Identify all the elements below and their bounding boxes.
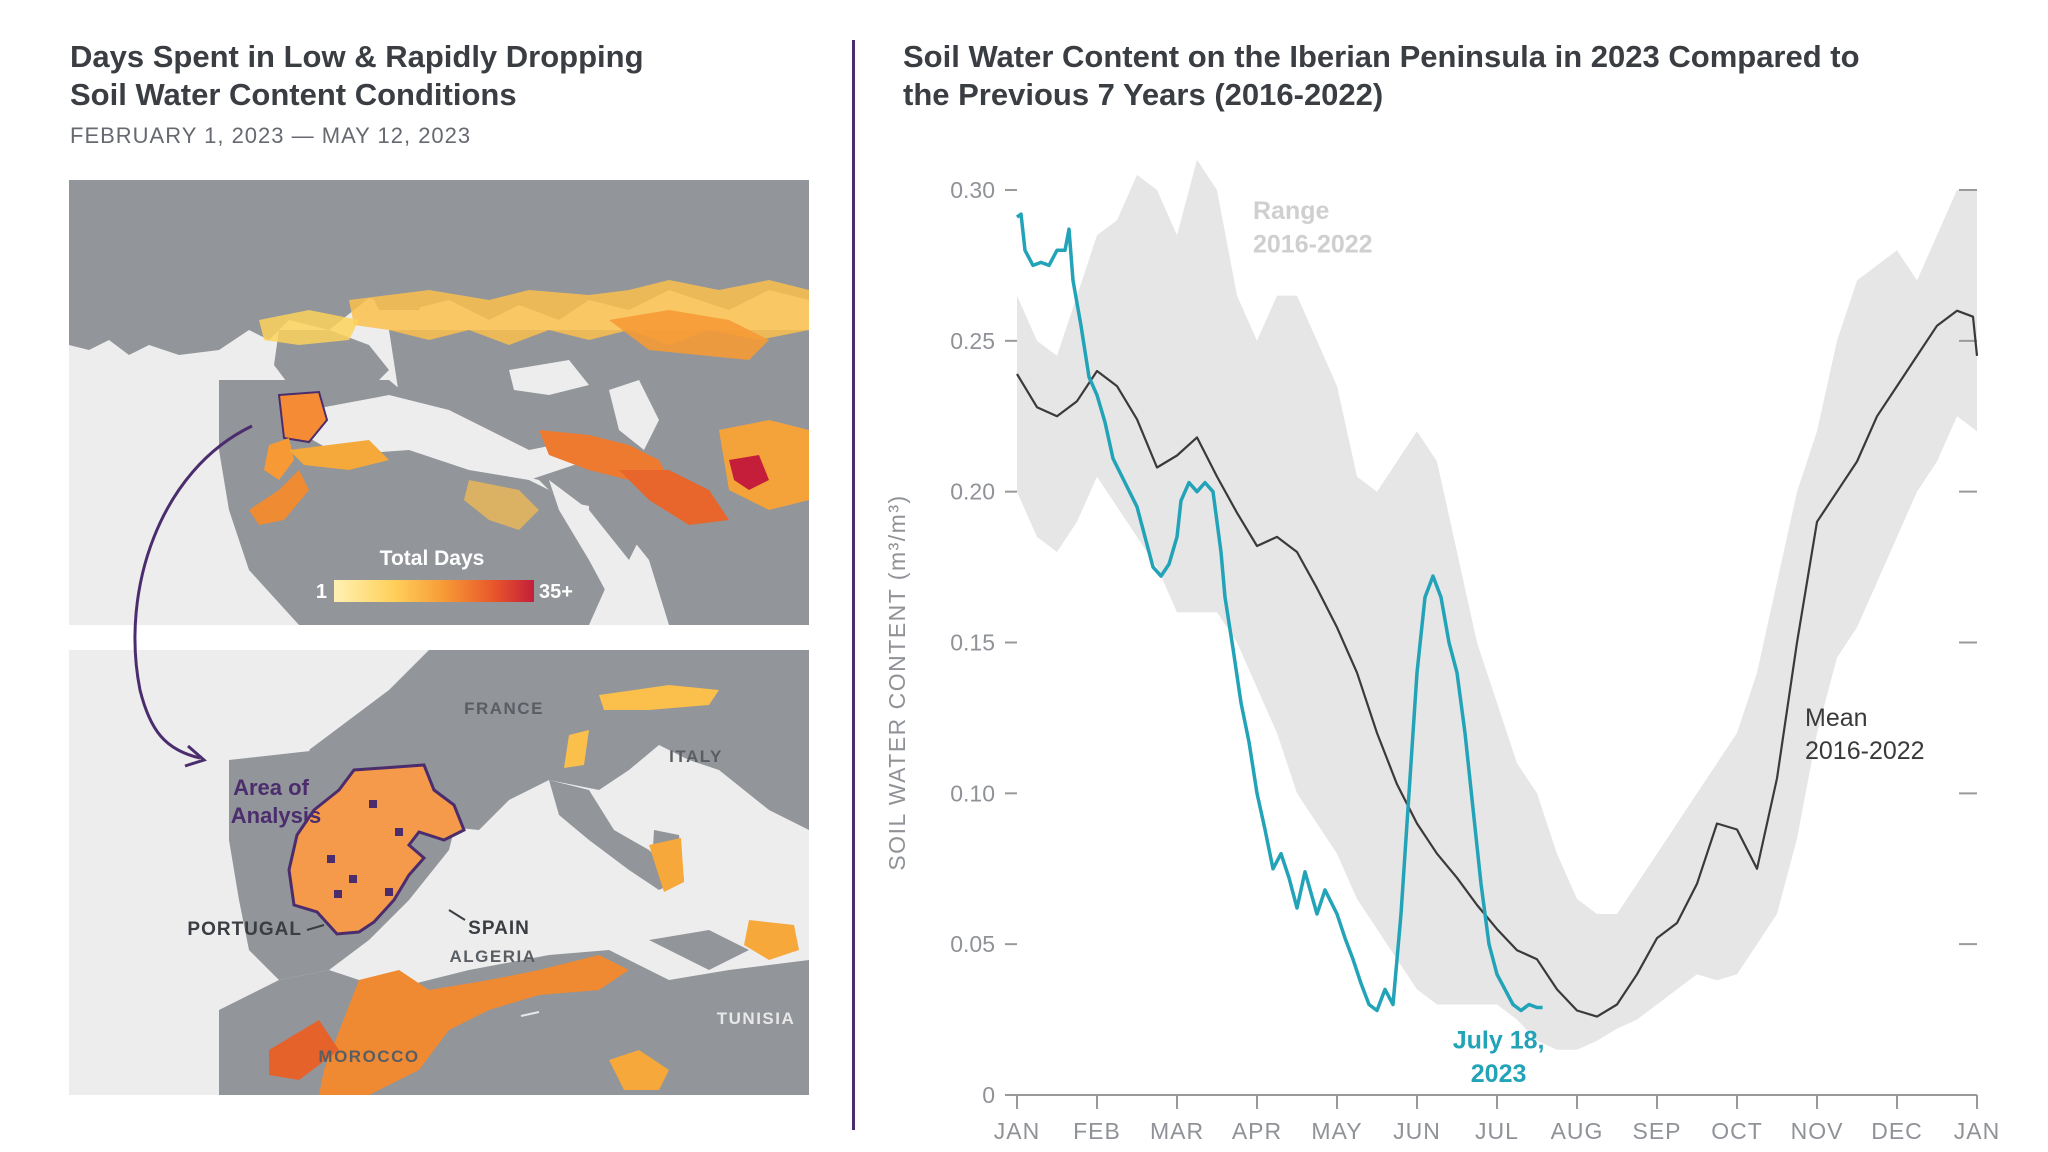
x-tick-label: OCT [1711, 1118, 1763, 1144]
zoom-map: FRANCE ITALY ALGERIA TUNISIA MOROCCO POR… [69, 650, 809, 1095]
x-tick-label: DEC [1871, 1118, 1923, 1144]
left-title: Days Spent in Low & Rapidly Dropping Soi… [70, 38, 644, 114]
range-band [1017, 159, 1977, 1050]
legend-title: Total Days [380, 547, 485, 570]
range-label-line1: Range [1253, 197, 1330, 225]
italy-label: ITALY [669, 747, 723, 766]
panel-divider [852, 40, 855, 1130]
soil-water-chart: 0 0.05 0.10 0.15 0.20 0.25 0.30 JAN FEB MAR APR MAY… [884, 159, 2000, 1144]
left-title-line1: Days Spent in Low & Rapidly Dropping [70, 39, 644, 74]
mean-label-line2: 2016-2022 [1805, 737, 1925, 765]
legend-gradient-bar [334, 580, 534, 602]
left-title-line2: Soil Water Content Conditions [70, 77, 517, 112]
legend-min-label: 1 [316, 581, 327, 603]
chart-axes: 0 0.05 0.10 0.15 0.20 0.25 0.30 JAN FEB MAR APR MAY… [884, 177, 2000, 1144]
y-tick-label: 0 [982, 1082, 995, 1108]
y-axis-label: SOIL WATER CONTENT (m³/m³) [884, 494, 910, 870]
chart-lines [1015, 212, 1979, 1018]
x-tick-label: NOV [1791, 1118, 1844, 1144]
area-label-line1: Area of [233, 775, 309, 800]
algeria-label: ALGERIA [450, 947, 537, 966]
y-tick-label: 0.30 [950, 177, 995, 203]
area-of-analysis-outline [287, 763, 466, 936]
zoom-map-drought-patches [269, 685, 799, 1095]
x-tick-label: AUG [1551, 1118, 1604, 1144]
x-tick-label: JUL [1475, 1118, 1519, 1144]
x-tick-label: SEP [1632, 1118, 1681, 1144]
range-band-layer [1017, 159, 1977, 1050]
y-tick-label: 0.25 [950, 328, 995, 354]
map-drought-patches [249, 280, 809, 530]
x-tick-label: MAR [1150, 1118, 1204, 1144]
y-tick-label: 0.15 [950, 630, 995, 656]
france-label: FRANCE [464, 699, 544, 718]
map-seas [304, 360, 659, 625]
y-tick-label: 0.05 [950, 931, 995, 957]
right-title-line2: the Previous 7 Years (2016-2022) [903, 77, 1384, 112]
right-title-line1: Soil Water Content on the Iberian Penins… [903, 39, 1860, 74]
y-tick-label: 0.10 [950, 780, 995, 806]
spain-label: SPAIN [468, 918, 530, 939]
x-tick-label: JAN [994, 1118, 1040, 1144]
left-subtitle: FEBRUARY 1, 2023 — MAY 12, 2023 [70, 123, 472, 148]
legend-max-label: 35+ [539, 581, 573, 603]
series-2023-end-label-line1: July 18, [1453, 1027, 1545, 1055]
x-tick-label: FEB [1073, 1118, 1121, 1144]
range-label-line2: 2016-2022 [1253, 230, 1373, 258]
right-title: Soil Water Content on the Iberian Penins… [903, 38, 1860, 114]
chart-labels: Range 2016-2022 Mean 2016-2022 July 18, 2023 [1253, 197, 1925, 1088]
area-of-analysis-gaps [327, 800, 403, 898]
series-mean-line [1016, 309, 1979, 1018]
zoom-connector-arrow [133, 424, 253, 768]
morocco-label: MOROCCO [318, 1047, 419, 1066]
x-tick-label: JUN [1393, 1118, 1441, 1144]
portugal-label: PORTUGAL [187, 919, 302, 940]
overview-map: Total Days 1 35+ [69, 180, 809, 625]
x-tick-label: JAN [1954, 1118, 2000, 1144]
y-tick-label: 0.20 [950, 479, 995, 505]
series-2023-end-label-line2: 2023 [1471, 1060, 1527, 1088]
area-label-line2: Analysis [231, 803, 322, 828]
mean-label-line1: Mean [1805, 704, 1868, 732]
x-tick-label: MAY [1311, 1118, 1362, 1144]
x-tick-label: APR [1232, 1118, 1282, 1144]
tunisia-label: TUNISIA [717, 1009, 796, 1028]
series-2023-line [1015, 212, 1543, 1013]
